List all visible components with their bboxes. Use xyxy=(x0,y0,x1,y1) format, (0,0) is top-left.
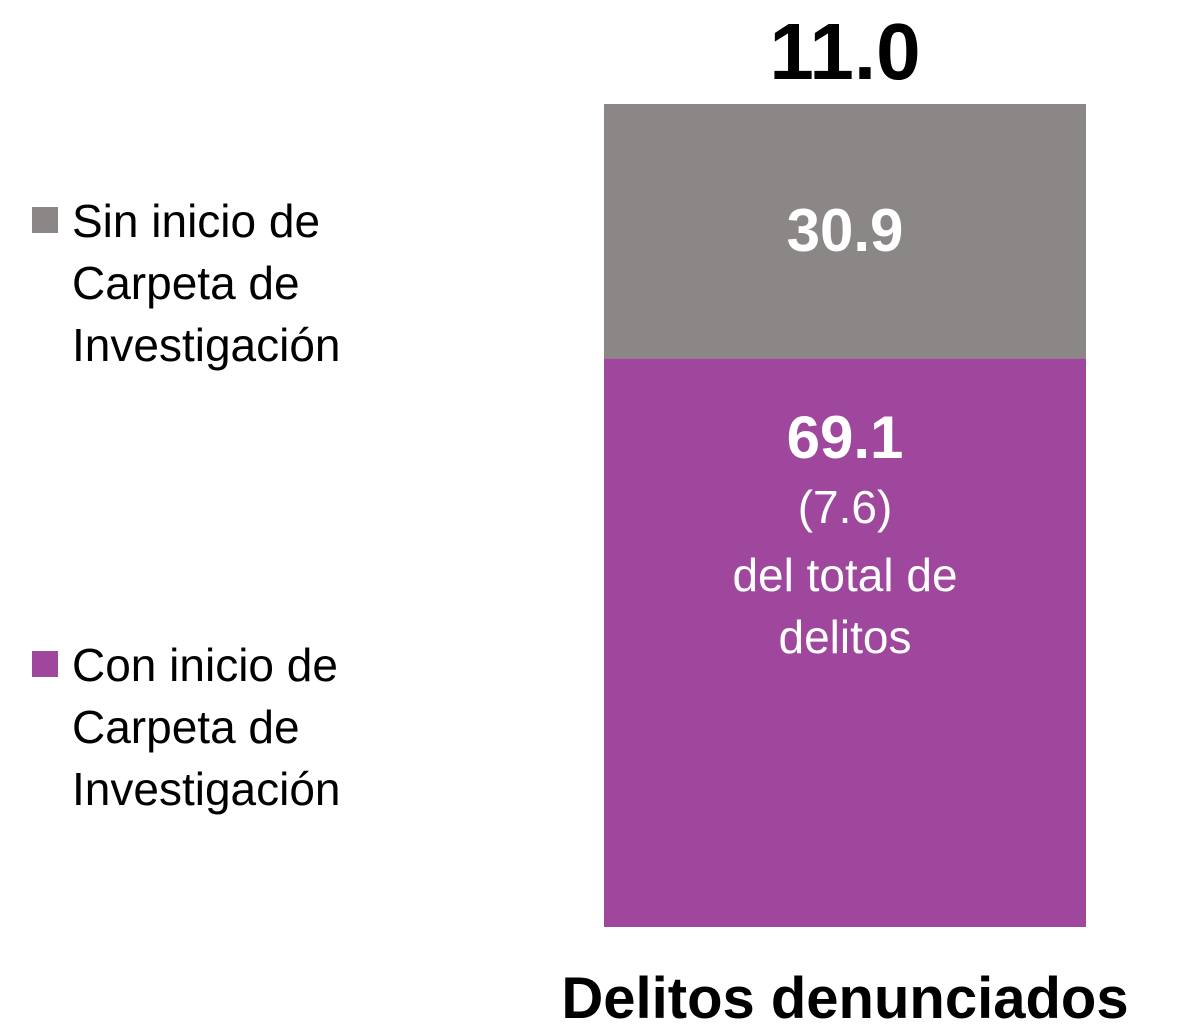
bar-segment xyxy=(604,104,1086,359)
legend-swatch xyxy=(32,651,58,677)
x-tick-label: Delitos denunciados xyxy=(561,966,1129,1031)
share-note: del total de delitos xyxy=(732,549,958,664)
legend-swatch xyxy=(32,207,58,233)
total-label: 11.0 xyxy=(769,7,921,96)
share-label: (7.6) xyxy=(797,481,893,534)
legend-label: Sin inicio de Carpeta de Investigación xyxy=(72,195,341,371)
value-label: 30.9 xyxy=(786,197,904,265)
value-label: 69.1 xyxy=(786,404,904,472)
legend-label: Con inicio de Carpeta de Investigación xyxy=(72,639,341,815)
bar-segment xyxy=(604,358,1086,927)
